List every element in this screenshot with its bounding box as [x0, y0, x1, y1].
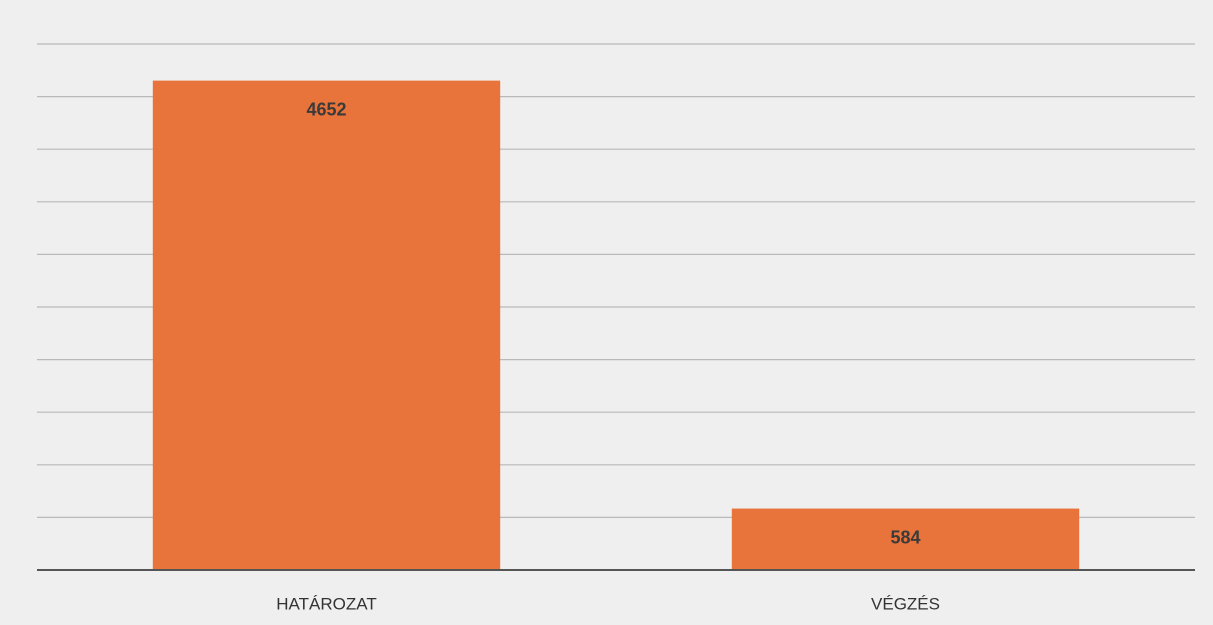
data-label: 4652 [306, 99, 346, 119]
bar [152, 80, 501, 571]
x-tick-label: HATÁROZAT [276, 594, 376, 613]
bar [731, 508, 1080, 570]
data-label: 584 [890, 527, 920, 547]
x-tick-label: VÉGZÉS [871, 594, 940, 613]
